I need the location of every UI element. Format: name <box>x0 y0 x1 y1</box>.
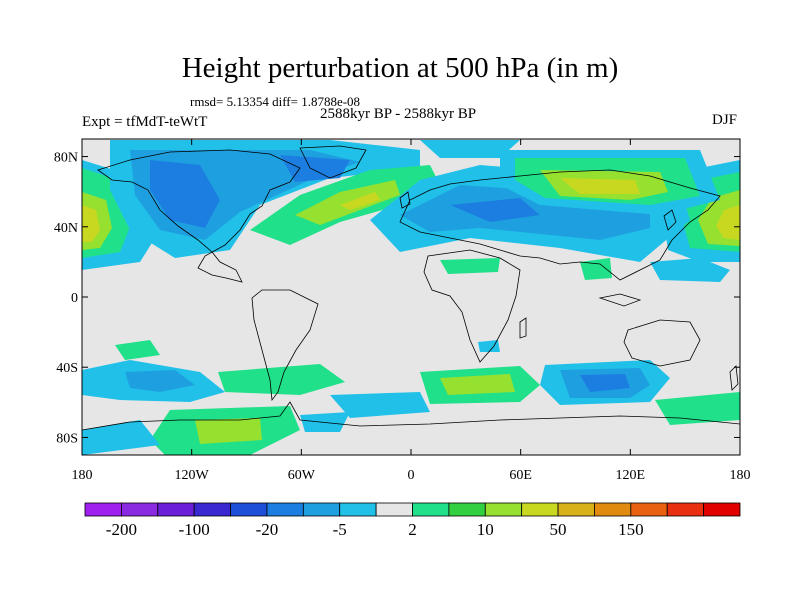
coast-africa <box>423 249 521 363</box>
colorbar: -200 -100 -20 -5 2 10 50 150 <box>84 502 741 539</box>
contour-spac-green-a <box>115 340 160 360</box>
coast-madagascar <box>519 317 527 339</box>
contour-field <box>82 139 740 455</box>
colorbar-box <box>193 502 231 517</box>
colorbar-box <box>594 502 632 517</box>
lat-tick-label: 40S <box>56 361 78 376</box>
contour-sahara-green <box>440 258 500 274</box>
coast-north-america <box>97 149 301 283</box>
stats-label: rmsd= 5.13354 diff= 1.8788e-08 <box>190 94 361 109</box>
colorbar-box <box>84 502 122 517</box>
coast-europe-asia <box>399 169 721 281</box>
figure-title: Height perturbation at 500 hPa (in m) <box>181 52 619 84</box>
colorbar-box <box>557 502 595 517</box>
colorbar-box <box>230 502 268 517</box>
coast-new-zealand <box>729 365 739 391</box>
colorbar-box <box>302 502 341 517</box>
colorbar-label: 150 <box>618 520 644 539</box>
coast-uk <box>399 191 411 209</box>
lon-tick-label: 0 <box>408 468 415 483</box>
colorbar-box <box>521 502 559 517</box>
colorbar-label: -5 <box>333 520 347 539</box>
colorbar-box <box>120 502 159 517</box>
colorbar-box <box>266 502 304 517</box>
lon-tick-label: 60W <box>288 468 316 483</box>
coastlines <box>82 145 740 431</box>
lat-tick-label: 80S <box>56 431 78 446</box>
colorbar-box <box>412 502 450 517</box>
contour-eurasia-blue2 <box>450 198 540 222</box>
contour-sind-lime <box>440 374 515 395</box>
season-label: DJF <box>712 112 738 128</box>
coast-antarctica <box>82 401 740 431</box>
colorbar-box <box>157 502 195 517</box>
colorbar-label: 10 <box>477 520 494 539</box>
contour-natl-yellow <box>340 192 380 210</box>
contour-arctic-cyan <box>420 140 520 158</box>
colorbar-box <box>484 502 523 517</box>
contour-spac-blue1 <box>125 370 195 392</box>
contour-india-green <box>580 258 612 280</box>
contour-aus-green <box>655 392 740 425</box>
contour-sant-lime <box>195 418 262 444</box>
lon-tick-label: 60E <box>509 468 532 483</box>
coast-japan <box>663 209 677 231</box>
coast-greenland <box>299 145 367 179</box>
contour-santp-cyan <box>82 420 160 455</box>
contour-wpac-cyan <box>650 258 730 282</box>
period-label: 2588kyr BP - 2588kyr BP <box>320 106 477 122</box>
colorbar-box <box>339 502 377 517</box>
lat-tick-label: 40N <box>54 221 78 236</box>
contour-npac-west-yellow <box>82 205 100 242</box>
colorbar-box <box>666 502 705 517</box>
contour-africa-cyan <box>478 340 500 352</box>
lon-tick-label: 180 <box>72 468 93 483</box>
axis-ticks: 80N 40N 0 40S 80S 180 120W 60W 0 60E 120E 180 <box>54 139 751 483</box>
colorbar-label: 2 <box>408 520 417 539</box>
coast-indonesia <box>598 293 642 307</box>
colorbar-label: -100 <box>179 520 210 539</box>
colorbar-label: -20 <box>256 520 279 539</box>
lon-tick-label: 180 <box>730 468 751 483</box>
lon-tick-label: 120W <box>175 468 210 483</box>
colorbar-label: 50 <box>550 520 567 539</box>
lon-tick-label: 120E <box>616 468 646 483</box>
coast-australia <box>623 319 701 367</box>
colorbar-box <box>375 502 413 517</box>
contour-sant-cyan <box>300 412 350 432</box>
colorbar-box <box>703 502 741 517</box>
colorbar-box <box>630 502 668 517</box>
contour-npac-east-yellow <box>716 205 740 240</box>
coast-south-america <box>251 289 319 402</box>
contour-siberia-yellow <box>560 178 640 194</box>
colorbar-label: -200 <box>106 520 137 539</box>
experiment-label: Expt = tfMdT-teWtT <box>82 114 208 130</box>
colorbar-box <box>448 502 486 517</box>
contour-namerica-blue2 <box>150 160 220 228</box>
contour-greenland-blue2 <box>280 155 350 182</box>
contour-sio-blue2 <box>580 374 630 392</box>
lat-tick-label: 80N <box>54 151 78 166</box>
contour-satl-cyan <box>330 392 430 418</box>
lat-tick-label: 0 <box>71 291 78 306</box>
